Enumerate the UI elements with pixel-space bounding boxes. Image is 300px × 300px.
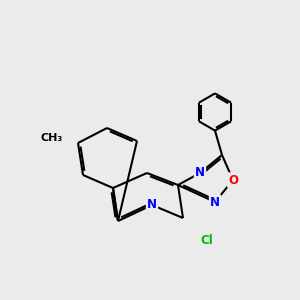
Text: O: O bbox=[228, 173, 238, 187]
Text: Cl: Cl bbox=[201, 233, 213, 247]
Text: N: N bbox=[195, 167, 205, 179]
Text: CH₃: CH₃ bbox=[41, 133, 63, 143]
Text: N: N bbox=[210, 196, 220, 208]
Text: N: N bbox=[147, 199, 157, 212]
